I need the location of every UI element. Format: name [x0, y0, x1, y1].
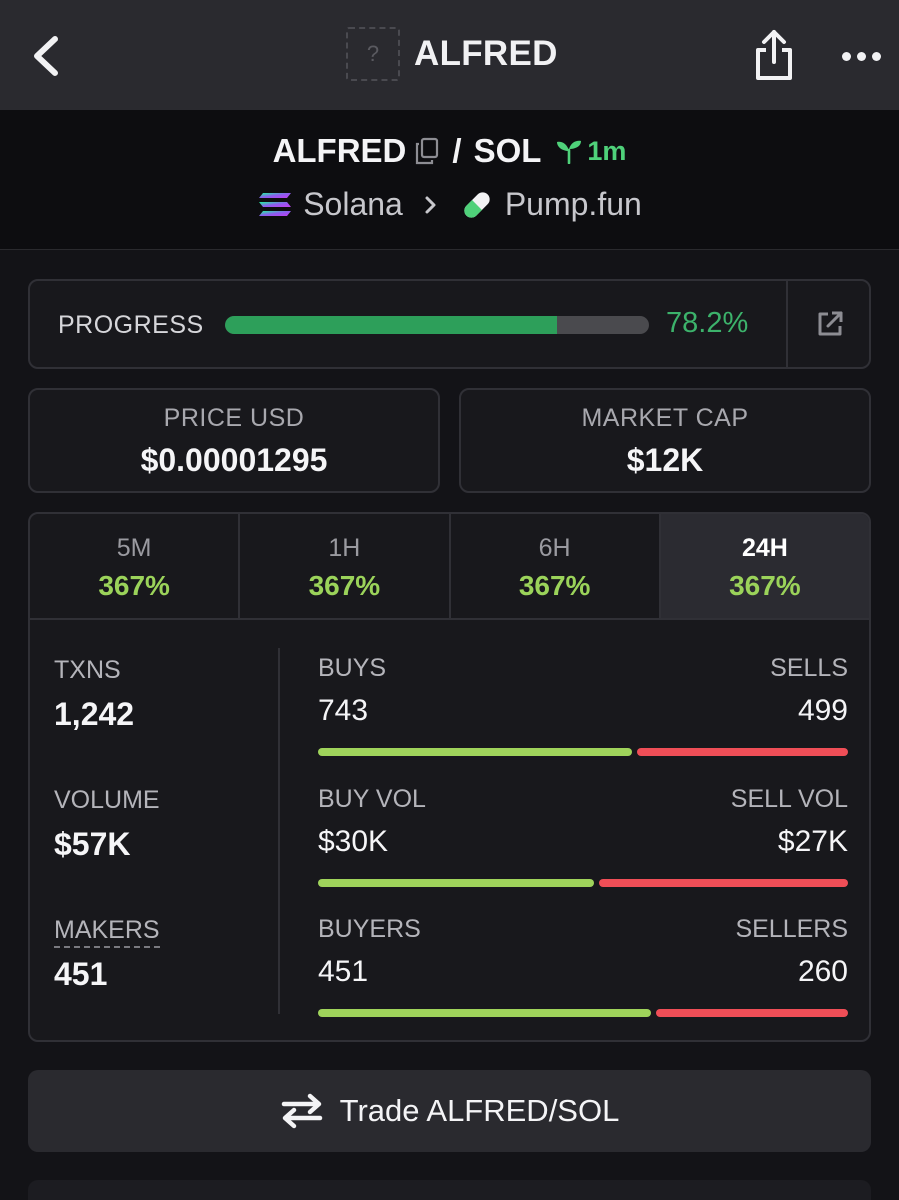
- buyers-sellers-split: BUYERS SELLERS 451 260: [318, 915, 848, 1025]
- buy-vol-label: BUY VOL: [318, 785, 426, 813]
- pair-base-symbol: ALFRED: [272, 132, 407, 169]
- market-cap-card: MARKET CAP $12K: [459, 388, 871, 493]
- buys-label: BUYS: [318, 654, 387, 682]
- share-icon: [756, 30, 792, 80]
- chevron-right-icon: [425, 196, 436, 213]
- chevron-left-icon: [34, 36, 58, 76]
- market-cap-value: $12K: [626, 442, 704, 478]
- pair-line: ALFRED / SOL 1m: [0, 132, 899, 170]
- tab-1h[interactable]: 1H 367%: [240, 514, 451, 618]
- column-divider: [278, 648, 280, 1014]
- market-cap-label: MARKET CAP: [581, 404, 749, 432]
- tab-change-value: 367%: [308, 570, 381, 601]
- tab-label: 5M: [116, 534, 152, 562]
- txns-value: 1,242: [54, 696, 135, 732]
- buys-sells-bar: [318, 748, 848, 756]
- tab-6h[interactable]: 6H 367%: [451, 514, 661, 618]
- sell-bar-segment: [598, 879, 848, 887]
- sell-vol-value: $27K: [777, 825, 848, 858]
- chain-breadcrumb: Solana Pump.fun: [0, 186, 899, 223]
- sell-vol-label: SELL VOL: [730, 785, 848, 813]
- open-progress-button[interactable]: [786, 281, 871, 367]
- sell-bar-segment: [656, 1009, 848, 1017]
- buy-sell-volume-bar: [318, 879, 848, 887]
- progress-bar: [225, 316, 649, 334]
- pill-icon: [464, 191, 490, 218]
- progress-bar-fill: [225, 316, 557, 334]
- dot-icon: [841, 51, 851, 61]
- makers-value: 451: [54, 956, 108, 992]
- more-options-button[interactable]: [836, 36, 886, 76]
- tab-5m[interactable]: 5M 367%: [30, 514, 241, 618]
- seedling-icon: [557, 140, 582, 164]
- trade-button[interactable]: Trade ALFRED/SOL: [28, 1070, 871, 1152]
- title-wrap: ? ALFRED: [346, 27, 558, 81]
- copy-icon[interactable]: [414, 137, 440, 165]
- tab-label: 24H: [741, 534, 788, 562]
- buy-vol-value: $30K: [318, 825, 389, 858]
- external-link-icon: [818, 311, 842, 336]
- buyers-sellers-bar: [318, 1009, 848, 1017]
- progress-label: PROGRESS: [58, 311, 204, 339]
- totals-column: TXNS 1,242 VOLUME $57K MAKERS 451: [30, 620, 282, 1040]
- dot-icon: [871, 51, 881, 61]
- sellers-value: 260: [797, 955, 848, 988]
- swap-arrows-icon: [281, 1093, 322, 1129]
- chain-name[interactable]: Solana: [303, 186, 403, 222]
- price-usd-label: PRICE USD: [163, 404, 305, 432]
- pair-section: ALFRED / SOL 1m: [0, 110, 899, 250]
- buy-bar-segment: [318, 879, 594, 887]
- top-bar: ? ALFRED: [0, 0, 899, 110]
- buy-bar-segment: [318, 1009, 652, 1017]
- volume-value: $57K: [54, 826, 131, 862]
- sell-bar-segment: [636, 748, 848, 756]
- tab-change-value: 367%: [98, 570, 170, 601]
- price-usd-card: PRICE USD $0.00001295: [28, 388, 440, 493]
- buyers-label: BUYERS: [318, 915, 421, 943]
- pair-separator: /: [452, 132, 462, 169]
- buys-sells-split: BUYS SELLS 743 499: [318, 654, 848, 764]
- price-usd-value: $0.00001295: [140, 442, 328, 478]
- volume-label: VOLUME: [54, 786, 160, 814]
- tab-change-value: 367%: [518, 570, 591, 601]
- next-section-card: [28, 1180, 871, 1200]
- sellers-label: SELLERS: [735, 915, 848, 943]
- share-button[interactable]: [750, 26, 798, 84]
- sells-label: SELLS: [770, 654, 848, 682]
- trade-button-label: Trade ALFRED/SOL: [339, 1093, 620, 1128]
- progress-percent: 78.2%: [666, 307, 749, 339]
- buyers-value: 451: [318, 955, 369, 988]
- buy-sell-volume-split: BUY VOL SELL VOL $30K $27K: [318, 785, 848, 895]
- dot-icon: [856, 51, 866, 61]
- page-title: ALFRED: [414, 34, 558, 73]
- pair-quote-symbol: SOL: [473, 132, 542, 169]
- tab-label: 1H: [328, 534, 361, 562]
- buys-value: 743: [318, 694, 369, 727]
- timeframe-tabs: 5M 367% 1H 367% 6H 367% 24H 367%: [30, 514, 869, 620]
- stats-card: 5M 367% 1H 367% 6H 367% 24H 367% TXNS 1,…: [28, 512, 871, 1042]
- sells-value: 499: [797, 694, 848, 727]
- tab-24h[interactable]: 24H 367%: [660, 514, 869, 618]
- back-button[interactable]: [22, 30, 70, 82]
- token-image-placeholder: ?: [346, 27, 400, 81]
- buy-bar-segment: [318, 748, 632, 756]
- pair-age-text: 1m: [587, 135, 627, 166]
- tab-label: 6H: [538, 534, 571, 562]
- bonding-progress-card: PROGRESS 78.2%: [28, 279, 871, 369]
- tab-change-value: 367%: [729, 570, 801, 601]
- txns-label: TXNS: [54, 656, 121, 684]
- pair-age: 1m: [555, 136, 626, 167]
- makers-label[interactable]: MAKERS: [54, 916, 160, 948]
- solana-logo-icon: [259, 192, 292, 216]
- dex-name[interactable]: Pump.fun: [504, 186, 642, 222]
